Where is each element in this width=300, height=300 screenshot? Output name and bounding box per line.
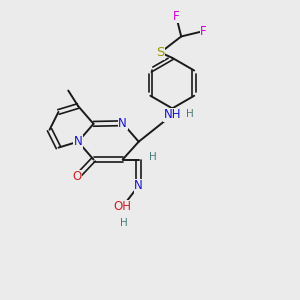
Text: H: H (149, 152, 157, 161)
Text: N: N (118, 117, 127, 130)
Text: F: F (173, 10, 179, 23)
Text: H: H (120, 218, 128, 228)
Text: H: H (186, 109, 194, 119)
Text: O: O (73, 170, 82, 183)
Text: N: N (74, 135, 82, 148)
Text: OH: OH (114, 200, 132, 213)
Text: S: S (156, 46, 165, 59)
Text: N: N (134, 179, 143, 192)
Text: NH: NH (164, 108, 181, 122)
Text: F: F (200, 25, 207, 38)
